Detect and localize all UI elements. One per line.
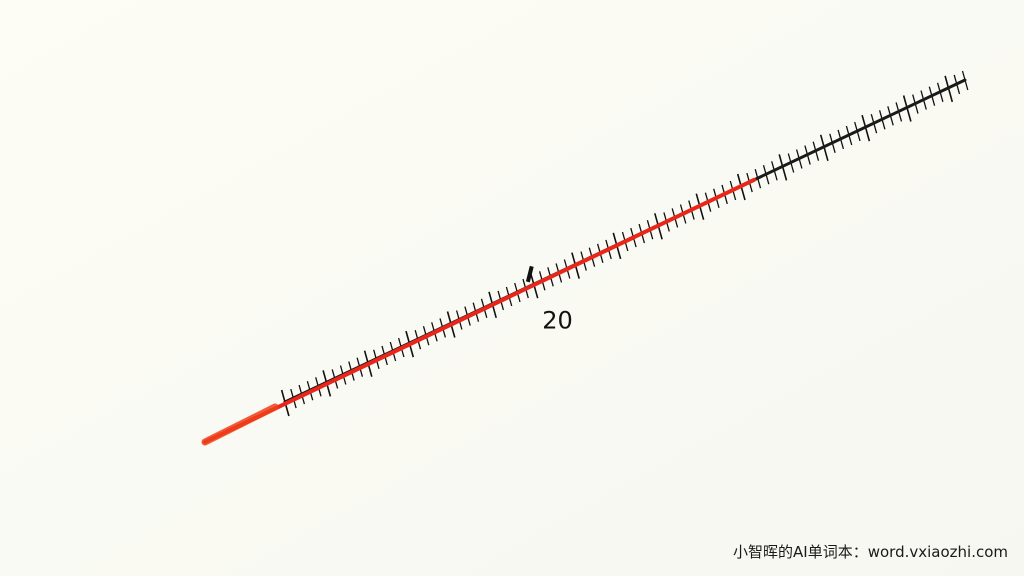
scale-label-20: 20: [542, 306, 573, 334]
watermark-text: 小智晖的AI单词本：word.vxiaozhi.com: [733, 543, 1008, 561]
value-marker: [525, 265, 534, 283]
red-fill-tip: [201, 403, 279, 446]
red-fill-line: [203, 177, 757, 444]
